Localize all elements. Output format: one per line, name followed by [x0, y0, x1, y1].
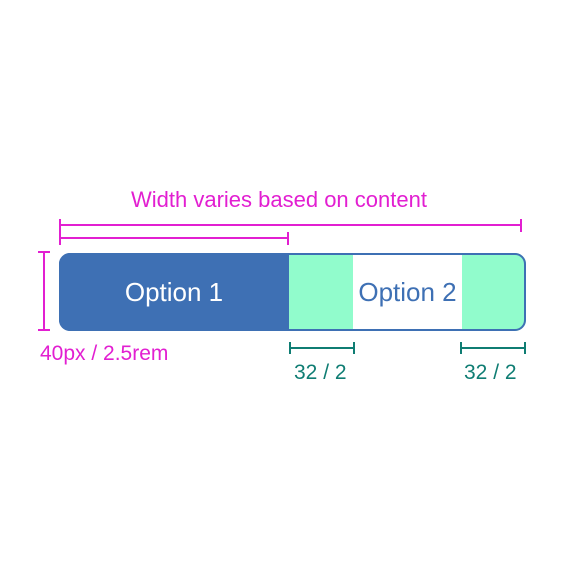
- height-bracket: [38, 251, 50, 331]
- segment-option-2-label: Option 2: [358, 276, 457, 307]
- option-width-bracket: [59, 232, 289, 245]
- padding-left-bracket: [289, 342, 355, 354]
- total-width-bracket: [59, 219, 522, 232]
- segment-option-1-label: Option 1: [124, 276, 224, 307]
- padding-right-highlight: [462, 253, 526, 331]
- width-annotation-label: Width varies based on content: [131, 187, 427, 212]
- segmented-control: Option 1 Option 2: [59, 253, 526, 331]
- segment-option-1[interactable]: Option 1: [59, 253, 289, 331]
- height-annotation-label: 40px / 2.5rem: [40, 342, 169, 365]
- padding-right-annotation-label: 32 / 2: [464, 361, 517, 384]
- segment-option-2[interactable]: Option 2: [289, 253, 526, 331]
- padding-right-bracket: [460, 342, 526, 354]
- padding-left-highlight: [289, 253, 353, 331]
- padding-left-annotation-label: 32 / 2: [294, 361, 347, 384]
